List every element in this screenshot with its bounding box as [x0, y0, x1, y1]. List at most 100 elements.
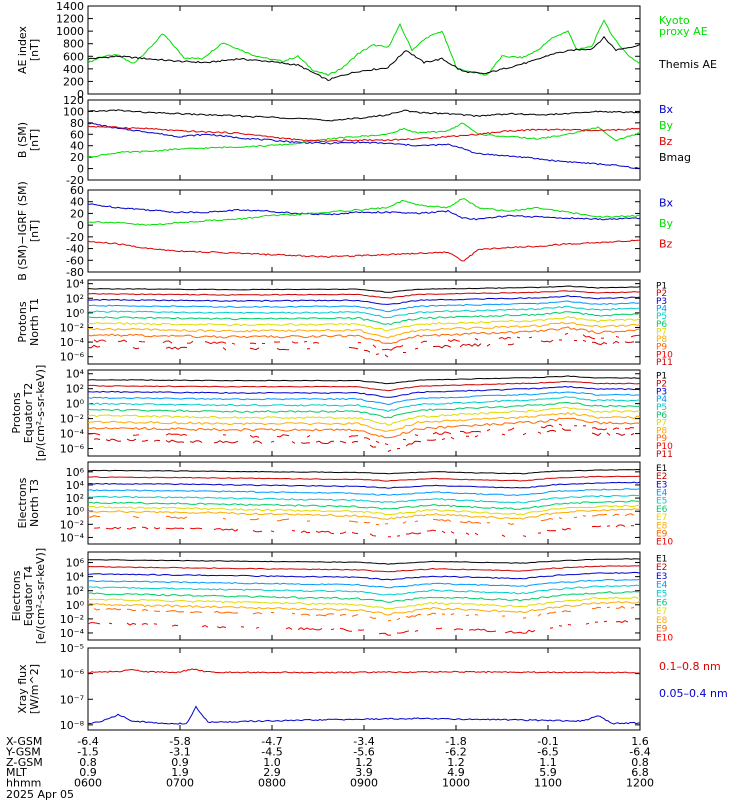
y-tick-label: 1400 — [56, 0, 84, 13]
legend-label: P8 — [656, 335, 667, 345]
legend-label: P9 — [656, 343, 667, 353]
series-group — [88, 19, 640, 82]
table-cell: 0700 — [166, 777, 194, 790]
table-cell: 0600 — [74, 777, 102, 790]
series-0-05-0-4-nm — [88, 705, 640, 725]
table-cell: 0.8 — [79, 756, 97, 769]
y-tick-label: 10⁰ — [66, 599, 85, 612]
series-bz — [88, 239, 640, 262]
legend-label: P7 — [656, 327, 667, 337]
legend-label: P10 — [656, 350, 673, 360]
table-cell: -4.5 — [261, 745, 282, 758]
y-tick-label: 10⁶ — [66, 557, 85, 570]
y-axis-label: Equator T2 — [22, 383, 35, 443]
series-e2 — [88, 475, 640, 482]
series-kyoto-proxy-ae — [88, 19, 640, 77]
y-tick-label: 10⁰ — [66, 307, 85, 320]
panel-8: 10⁻⁸ 10⁻⁷ 10⁻⁶ 10⁻⁵ Xray flux [W/m^2] 0.1–0.8 … — [16, 642, 728, 732]
y-tick-label: 10⁰ — [66, 505, 85, 518]
series-group — [88, 468, 640, 537]
legend-label: Bz — [659, 237, 673, 250]
series-p2 — [88, 290, 640, 299]
date-label: 2025 Apr 05 — [6, 788, 74, 800]
legend-label: P1 — [656, 282, 667, 292]
series-e5 — [88, 494, 640, 504]
table-cell: 6.8 — [631, 766, 649, 779]
y-tick-label: 0 — [77, 219, 84, 232]
series-p2 — [88, 380, 640, 392]
legend-label: E10 — [656, 633, 673, 643]
y-tick-label: 0 — [77, 88, 84, 101]
legend-label: P3 — [656, 297, 667, 307]
legend-label: E3 — [656, 480, 667, 490]
series-e5 — [88, 584, 640, 596]
table-cell: -1.5 — [77, 745, 98, 758]
table-cell: 1100 — [534, 777, 562, 790]
table-cell: -3.1 — [169, 745, 190, 758]
series-group — [88, 375, 640, 452]
y-tick-label: 10⁻⁷ — [60, 693, 84, 706]
y-axis-label: North T1 — [28, 298, 41, 346]
legend-label: Kyoto — [659, 14, 690, 27]
legend-label: P10 — [656, 442, 673, 452]
series-e8 — [88, 600, 640, 616]
legend-label: 0.1–0.8 nm — [659, 660, 721, 673]
series-e4 — [88, 578, 640, 589]
y-tick-label: 10⁴ — [66, 278, 85, 291]
legend-label: E6 — [656, 505, 668, 515]
table-cell: 0.9 — [79, 766, 97, 779]
table-cell: -6.4 — [77, 735, 98, 748]
y-tick-label: 10⁻⁴ — [60, 627, 85, 640]
series-bmag — [88, 109, 640, 122]
series-p8 — [88, 412, 640, 432]
y-axis-label: B (SM) — [16, 122, 29, 158]
y-tick-label: -60 — [66, 254, 84, 267]
table-cell: 1200 — [626, 777, 654, 790]
table-cell: 1.6 — [631, 735, 649, 748]
y-tick-label: 10⁻² — [60, 321, 84, 334]
table-cell: 3.9 — [355, 766, 373, 779]
series-p7 — [88, 316, 640, 332]
y-tick-label: 10⁻⁸ — [60, 719, 85, 732]
table-cell: -3.4 — [353, 735, 374, 748]
legend-label: Bmag — [659, 151, 691, 164]
y-tick-label: -80 — [66, 266, 84, 279]
y-tick-label: 10² — [66, 492, 84, 505]
table-cell: 1.1 — [539, 756, 557, 769]
table-cell: -6.4 — [629, 745, 650, 758]
legend-label: E8 — [656, 521, 668, 531]
series-e7 — [88, 596, 640, 610]
series-group — [88, 109, 640, 169]
y-tick-label: 10⁻⁶ — [60, 443, 85, 456]
y-axis-label: Electrons — [16, 477, 29, 528]
series-p1 — [88, 375, 640, 385]
table-cell: 2.9 — [263, 766, 281, 779]
series-e8 — [88, 508, 640, 521]
legend-label: P9 — [656, 434, 667, 444]
series-p9 — [88, 417, 640, 439]
y-axis-label: Electrons — [10, 570, 23, 621]
y-tick-label: 800 — [63, 38, 84, 51]
series-group — [88, 558, 640, 635]
y-tick-label: 1200 — [56, 13, 84, 26]
table-cell: 5.9 — [539, 766, 557, 779]
table-cell: 0900 — [350, 777, 378, 790]
legend-label: E4 — [656, 489, 668, 499]
table-cell: -0.1 — [537, 735, 558, 748]
y-tick-label: 0 — [77, 163, 84, 176]
series-0-1-0-8-nm — [88, 668, 640, 674]
y-tick-label: 10⁴ — [66, 479, 85, 492]
series-p8 — [88, 321, 640, 339]
legend-label: P6 — [656, 411, 667, 421]
series-bz — [88, 125, 640, 143]
y-tick-label: 100 — [63, 105, 84, 118]
y-axis-label: Xray flux — [16, 664, 29, 714]
table-cell: 0800 — [258, 777, 286, 790]
series-by — [88, 122, 640, 158]
table-row-label: Z-GSM — [6, 756, 43, 769]
legend-label: E10 — [656, 538, 673, 548]
y-tick-label: 60 — [70, 128, 84, 141]
legend-label: E8 — [656, 616, 668, 626]
